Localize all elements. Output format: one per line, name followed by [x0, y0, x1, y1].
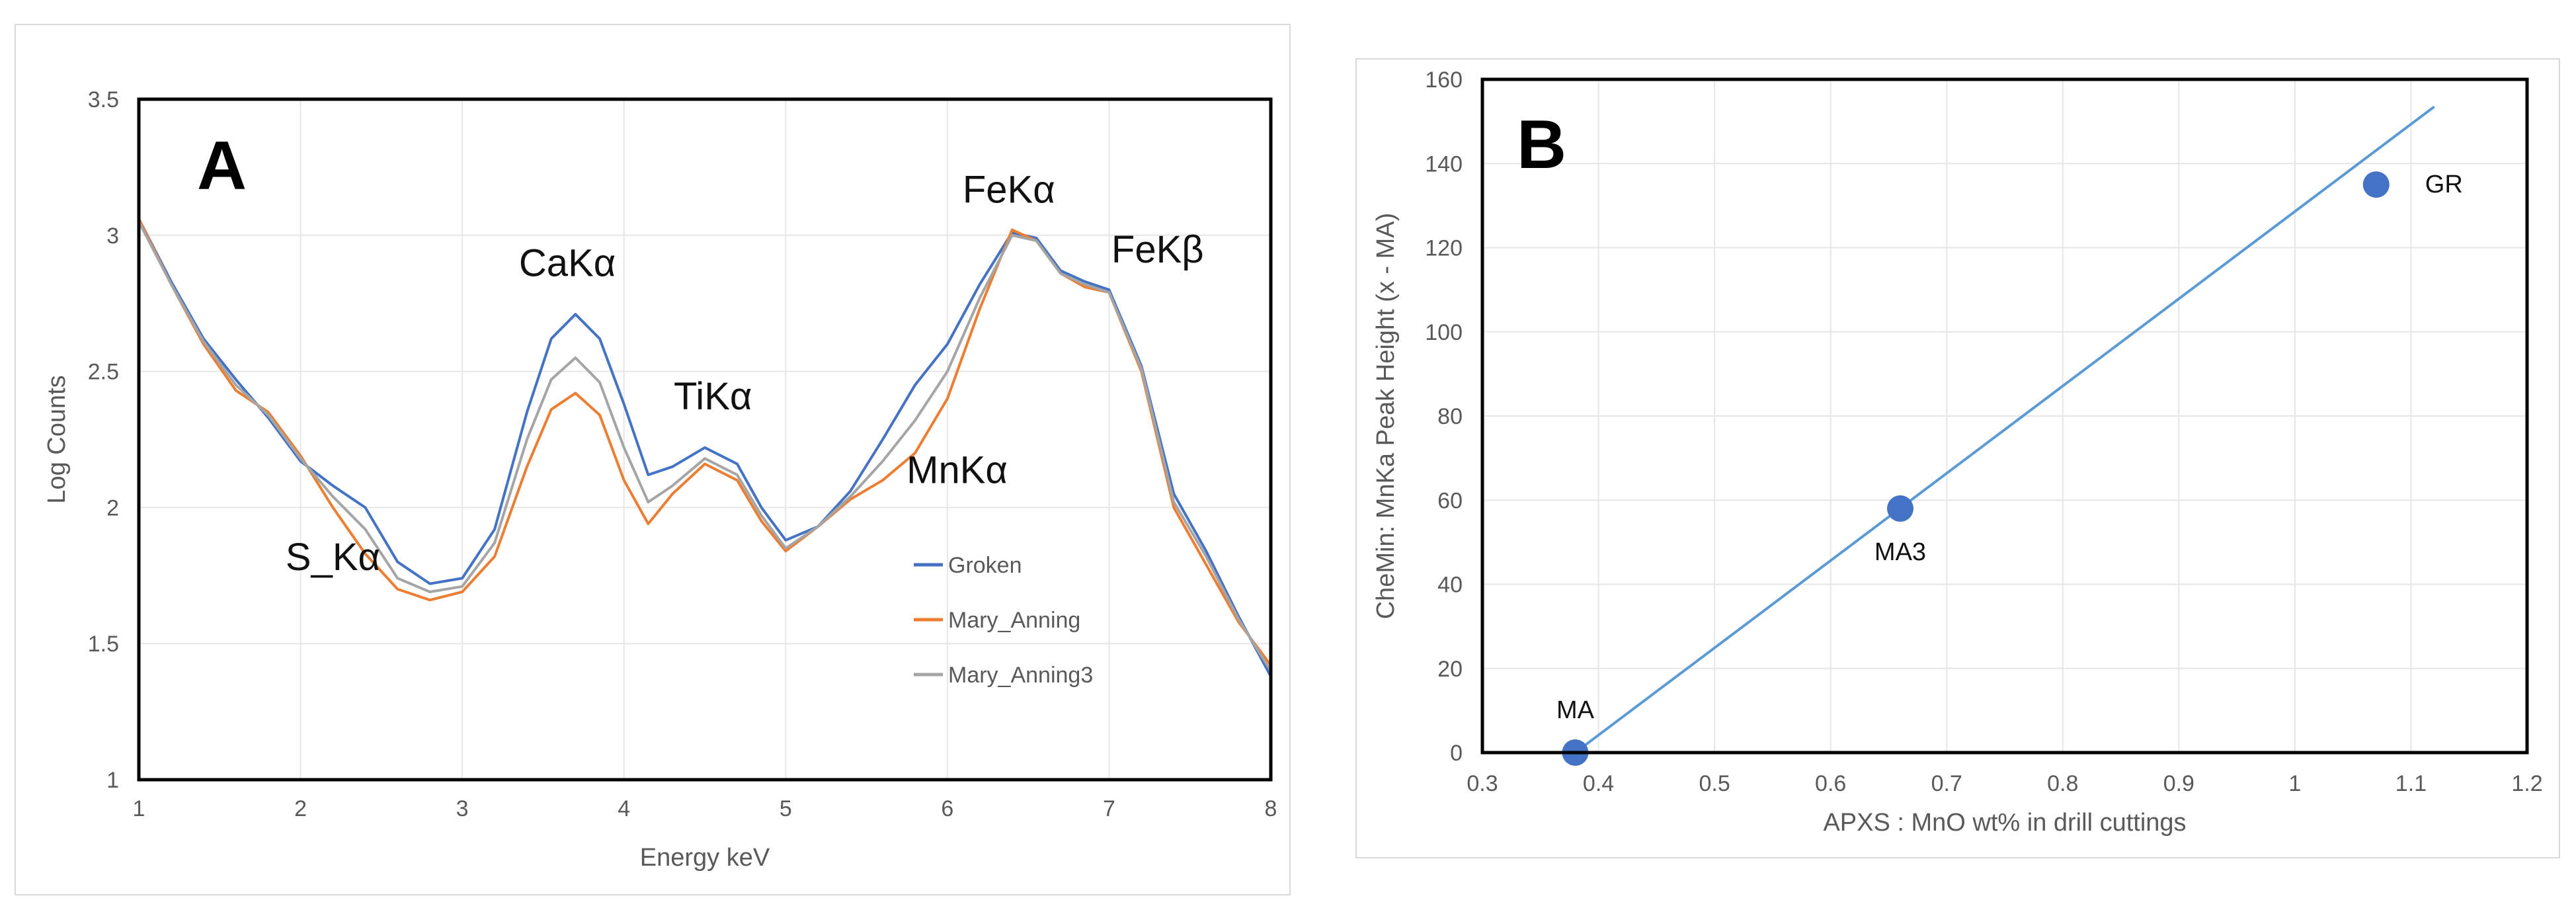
chart-a-y-axis-title: Log Counts	[43, 375, 71, 503]
chart-a-y-tick-1-5: 1.5	[88, 632, 119, 657]
chart-a-ticks: 1 2 3 4 5 6 7 8 1 1.5 2 2.5 3 3.5	[88, 87, 1277, 821]
chart-b-x-tick-0-9: 0.9	[2163, 771, 2194, 796]
panel-label-b: B	[1517, 106, 1566, 183]
data-point-gr	[2362, 171, 2390, 198]
chart-a-y-tick-3: 3	[106, 224, 119, 249]
chart-a-peak-labels: S_Kα CaKα TiKα MnKα FeKα FeKβ	[286, 168, 1204, 579]
panel-label-a: A	[197, 128, 247, 204]
chart-b-y-tick-80: 80	[1437, 404, 1463, 429]
chart-a-y-tick-2-5: 2.5	[88, 360, 119, 385]
linear-trendline	[1574, 105, 2435, 754]
chart-a-x-axis-title: Energy keV	[640, 844, 770, 872]
chart-b-x-tick-1-1: 1.1	[2395, 771, 2427, 796]
chart-a-y-tick-2: 2	[106, 495, 119, 520]
chart-b-y-axis-title: CheMin: MnKa Peak Height (x - MA)	[1372, 213, 1400, 620]
peak-label-cak: CaKα	[519, 242, 616, 285]
series-line-mary-anning	[138, 218, 1272, 667]
chart-b-y-tick-0: 0	[1450, 741, 1463, 766]
chart-b-x-axis-title: APXS : MnO wt% in drill cuttings	[1823, 809, 2186, 837]
peak-label-fek: FeKβ	[1111, 228, 1204, 271]
chart-a-x-tick-1: 1	[133, 796, 145, 821]
chart-b-points: MA MA3 GR	[1556, 171, 2463, 766]
point-label-ma3: MA3	[1874, 538, 1926, 566]
panel-b-chart: MA MA3 GR 0.3 0.4 0.5 0.6 0.7 0.8 0.9 1 1.1 1.2 0 20 4…	[1355, 58, 2560, 858]
chart-b-plot-frame	[1480, 77, 2529, 755]
chart-b-x-tick-0-5: 0.5	[1699, 771, 1730, 796]
chart-a-x-tick-7: 7	[1103, 796, 1115, 821]
peak-label-fek: FeKα	[963, 168, 1055, 211]
chart-b-trendline	[1574, 105, 2435, 754]
chart-a-svg: 1 2 3 4 5 6 7 8 1 1.5 2 2.5 3 3.5 S_Kα CaKα TiKα MnKα FeK…	[43, 87, 1277, 872]
chart-b-svg: MA MA3 GR 0.3 0.4 0.5 0.6 0.7 0.8 0.9 1 1.1 1.2 0 20 4…	[1372, 67, 2543, 837]
chart-a-series	[138, 218, 1272, 677]
peak-label-s-k: S_Kα	[286, 536, 380, 579]
chart-b-y-tick-140: 140	[1425, 151, 1463, 177]
chart-b-x-tick-1-2: 1.2	[2511, 771, 2542, 796]
chart-b-x-tick-0-6: 0.6	[1815, 771, 1846, 796]
chart-a-x-tick-8: 8	[1265, 796, 1277, 821]
chart-b-x-tick-0-3: 0.3	[1467, 771, 1498, 796]
chart-a-gridlines	[138, 99, 1271, 780]
chart-a-plot-frame	[137, 97, 1273, 782]
chart-a-y-tick-1: 1	[106, 768, 119, 793]
legend-label-mary-anning3: Mary_Anning3	[948, 663, 1093, 688]
chart-b-y-tick-40: 40	[1437, 573, 1463, 598]
legend-label-groken: Groken	[948, 553, 1022, 578]
chart-b-y-tick-60: 60	[1437, 488, 1463, 513]
chart-b-y-tick-160: 160	[1425, 67, 1463, 93]
chart-b-x-tick-1: 1	[2288, 771, 2301, 796]
chart-a-legend: Groken Mary_Anning Mary_Anning3	[914, 553, 1093, 688]
chart-b-y-tick-20: 20	[1437, 657, 1463, 682]
chart-a-x-tick-4: 4	[618, 796, 630, 821]
chart-a-x-tick-5: 5	[780, 796, 792, 821]
panel-a-chart: 1 2 3 4 5 6 7 8 1 1.5 2 2.5 3 3.5 S_Kα CaKα TiKα MnKα FeK…	[15, 24, 1291, 895]
chart-a-x-tick-3: 3	[456, 796, 469, 821]
chart-b-ticks: 0.3 0.4 0.5 0.6 0.7 0.8 0.9 1 1.1 1.2 0 20 40 60 80 100…	[1425, 67, 2542, 796]
chart-b-y-tick-100: 100	[1425, 320, 1463, 345]
chart-b-y-tick-120: 120	[1425, 236, 1463, 261]
chart-a-x-tick-6: 6	[941, 796, 953, 821]
point-label-gr: GR	[2425, 171, 2463, 198]
point-label-ma: MA	[1556, 696, 1595, 724]
peak-label-tik: TiKα	[674, 375, 752, 418]
chart-b-x-tick-0-4: 0.4	[1583, 771, 1614, 796]
chart-b-x-tick-0-8: 0.8	[2047, 771, 2078, 796]
chart-a-y-tick-3-5: 3.5	[88, 87, 119, 112]
peak-label-mnk: MnKα	[906, 448, 1008, 491]
series-line-groken	[138, 218, 1272, 677]
legend-label-mary-anning: Mary_Anning	[948, 608, 1080, 633]
data-point-ma3	[1887, 495, 1913, 522]
chart-a-x-tick-2: 2	[294, 796, 307, 821]
chart-b-x-tick-0-7: 0.7	[1931, 771, 1962, 796]
series-line-mary-anning3	[138, 221, 1272, 672]
